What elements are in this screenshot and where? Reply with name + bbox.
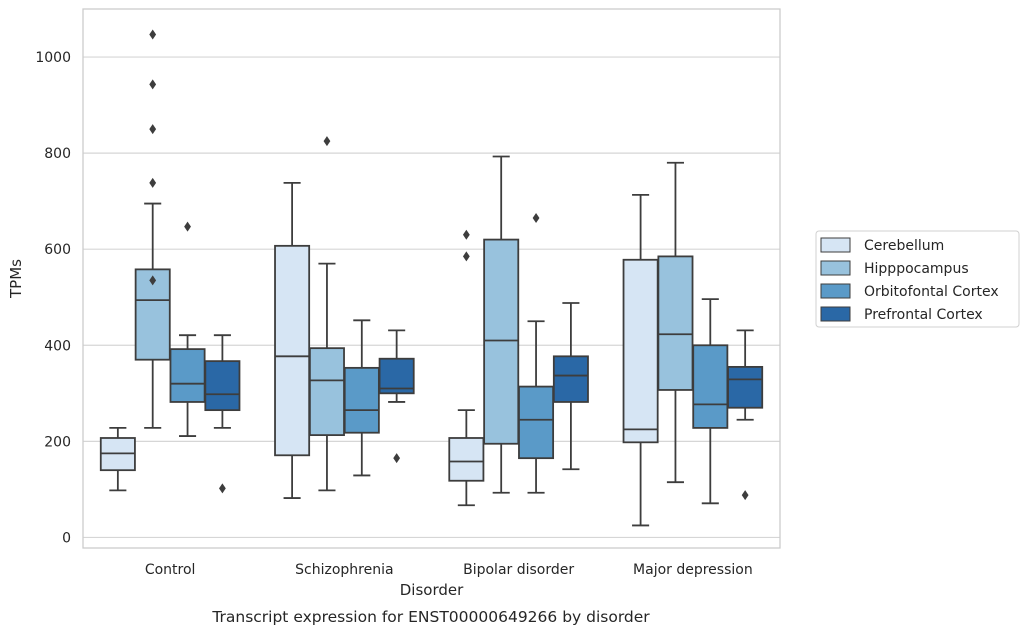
- box-group: [343, 319, 380, 477]
- outlier-point: [323, 136, 331, 147]
- box: [622, 258, 659, 444]
- box-group: [727, 329, 764, 501]
- box-group: [692, 298, 729, 505]
- y-tick-label: 400: [44, 338, 71, 354]
- box: [204, 360, 241, 412]
- y-tick-label: 1000: [35, 50, 71, 66]
- box-group: [657, 161, 694, 484]
- outlier-point: [462, 229, 470, 240]
- box-group: [518, 212, 555, 494]
- x-tick-label: Control: [145, 562, 196, 578]
- box: [518, 385, 555, 460]
- box-group: [483, 155, 520, 494]
- legend-swatch: [820, 237, 851, 253]
- y-tick-label: 600: [44, 242, 71, 258]
- box: [657, 255, 694, 391]
- legend-swatch: [820, 283, 851, 299]
- box-group: [204, 334, 241, 494]
- chart-caption: Transcript expression for ENST0000064926…: [211, 608, 650, 626]
- legend-swatch: [820, 260, 851, 276]
- box-group: [622, 194, 659, 527]
- outlier-point: [149, 29, 157, 40]
- y-tick-label: 0: [62, 530, 71, 546]
- outlier-point: [149, 124, 157, 135]
- outlier-point: [149, 275, 157, 286]
- legend: Cerebellum Hipppocampus Orbitofontal Corte…: [815, 230, 1020, 328]
- legend-label: Prefrontal Cortex: [864, 307, 983, 323]
- outlier-point: [149, 177, 157, 188]
- outlier-point: [184, 221, 191, 232]
- legend-label: Cerebellum: [864, 238, 944, 254]
- legend-swatch: [820, 306, 851, 322]
- box: [692, 344, 729, 429]
- box: [552, 355, 589, 403]
- legend-frame: [815, 230, 1020, 328]
- box: [448, 437, 485, 482]
- y-tick-label: 200: [44, 434, 71, 450]
- box-group: [99, 427, 136, 492]
- x-axis-label: Disorder: [400, 581, 464, 599]
- outlier-point: [462, 251, 470, 262]
- legend-label: Orbitofontal Cortex: [864, 284, 999, 300]
- legend-label: Hipppocampus: [864, 261, 969, 277]
- y-tick-labels: 0 200 400 600 800 1000: [35, 50, 71, 546]
- y-tick-label: 800: [44, 146, 71, 162]
- x-tick-label: Schizophrenia: [295, 562, 393, 578]
- x-tick-label: Major depression: [633, 562, 753, 578]
- box-group: [448, 229, 485, 507]
- box: [343, 366, 380, 434]
- outlier-point: [741, 490, 749, 501]
- plot-frame: [82, 8, 781, 549]
- outlier-point: [219, 483, 226, 494]
- box: [483, 238, 520, 445]
- box-group: [169, 221, 206, 437]
- box-group: [134, 29, 171, 429]
- outlier-point: [149, 79, 157, 90]
- box-group: [274, 182, 311, 499]
- x-tick-labels: Control Schizophrenia Bipolar disorder Majo…: [145, 562, 753, 578]
- box: [274, 244, 311, 457]
- box-group: [378, 329, 415, 464]
- x-tick-label: Bipolar disorder: [463, 562, 574, 578]
- box: [727, 365, 764, 409]
- box: [378, 357, 415, 395]
- y-axis-label: TPMs: [7, 259, 25, 299]
- box-group: [552, 302, 589, 471]
- box-series: [99, 29, 764, 527]
- box-group: [308, 136, 345, 492]
- box: [308, 347, 345, 437]
- gridlines: [83, 56, 780, 539]
- outlier-point: [393, 453, 401, 464]
- outlier-point: [532, 212, 540, 223]
- box: [169, 348, 206, 403]
